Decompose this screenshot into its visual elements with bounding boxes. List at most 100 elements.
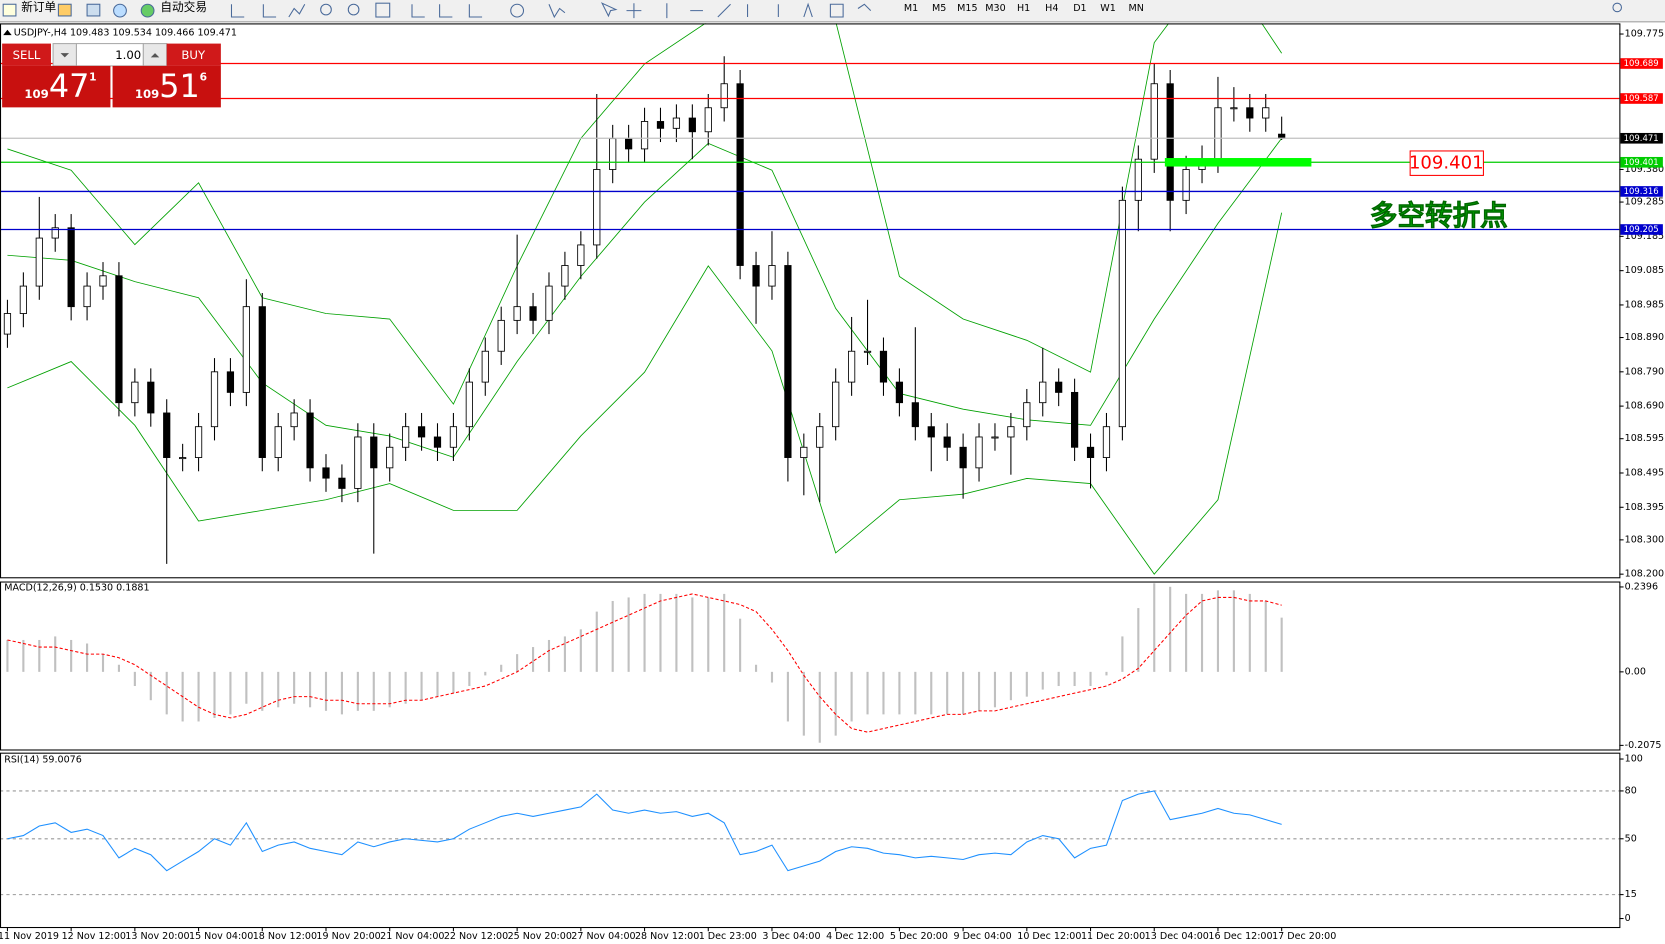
rsi-plot [0, 790, 1620, 896]
candle-body [927, 426, 935, 438]
timeframe-button[interactable]: H4 [1045, 3, 1058, 14]
timeframe-button[interactable]: M1 [904, 3, 918, 14]
icon[interactable] [57, 3, 72, 17]
timeframe-button[interactable]: M5 [932, 3, 946, 14]
candle-body [3, 313, 12, 335]
macd-bar [356, 671, 359, 711]
sell-price-box[interactable] [2, 65, 111, 108]
icon[interactable] [347, 3, 360, 16]
icon[interactable] [140, 3, 155, 18]
macd-bar [611, 600, 614, 672]
macd-bar [213, 671, 216, 718]
macd-bar [1200, 593, 1204, 672]
sell-button[interactable] [2, 43, 51, 66]
candle-body [752, 265, 760, 287]
macd-bar [101, 654, 105, 672]
buy-price-pips: 51 [159, 67, 200, 105]
icon[interactable] [510, 3, 525, 18]
macd-bar [627, 597, 630, 672]
sell-label[interactable]: SELL [13, 48, 41, 62]
icon[interactable] [320, 3, 332, 16]
macd-bar [404, 671, 407, 704]
collapse-arrow[interactable] [3, 29, 12, 36]
icon[interactable] [230, 3, 306, 18]
toolbar-button[interactable]: 新订单 [21, 0, 56, 14]
macd-bar [1057, 671, 1060, 687]
y-tick-label: -0.2075 [1625, 740, 1662, 751]
macd-bar [993, 671, 997, 708]
y-tick-label: 15 [1625, 889, 1637, 900]
main-plot [3, 23, 1286, 575]
volume[interactable]: 1.00 [115, 48, 141, 62]
sell-price-pips: 47 [49, 67, 90, 105]
macd-bar [866, 671, 869, 715]
y-tick-label: 100 [1625, 754, 1643, 765]
one-click-trading: SELL 1.00 BUY 109 47 1 109 51 6 [2, 43, 221, 108]
timeframes: M1 M5 M15 M30 H1 H4 D1 W1 MN [904, 3, 1144, 14]
y-tick-label: 109.285 [1625, 197, 1664, 208]
candle-body [290, 412, 298, 428]
candle-body [417, 426, 426, 438]
macd-bar [261, 671, 264, 711]
candle-body [338, 477, 346, 489]
icon[interactable] [600, 2, 872, 19]
candle-body [449, 426, 458, 448]
macd-bar [1009, 671, 1012, 701]
buy-price-box[interactable] [112, 65, 221, 108]
timeframe-button[interactable]: M15 [957, 3, 977, 14]
icon[interactable] [2, 3, 17, 17]
y-tick-label: 108.595 [1625, 433, 1664, 444]
candle-body [115, 275, 123, 404]
icon[interactable] [86, 3, 101, 17]
timeframe-button[interactable]: D1 [1073, 3, 1086, 14]
buy-price-big-figure: 109 [135, 87, 159, 101]
x-tick-label: 12 Nov 12:00 [62, 931, 126, 942]
timeframe-button[interactable]: H1 [1017, 3, 1030, 14]
macd-bar [1248, 593, 1251, 672]
macd-bar [86, 643, 89, 672]
icon[interactable] [113, 3, 127, 18]
icon[interactable] [411, 4, 566, 19]
candle-body [879, 350, 888, 383]
toolbar [0, 0, 1665, 22]
macd-bar [1185, 593, 1188, 672]
buy-button[interactable] [166, 43, 221, 66]
icon[interactable] [375, 2, 391, 18]
candle-body [800, 446, 808, 458]
candle-body [210, 371, 219, 428]
y-tick-label: 109.185 [1625, 231, 1664, 242]
timeframe-button[interactable]: M30 [985, 3, 1005, 14]
macd-bar [1153, 583, 1156, 672]
candle-body [1118, 199, 1127, 428]
candle-body [959, 446, 967, 469]
timeframe-button[interactable]: MN [1129, 3, 1144, 14]
main-frame [0, 23, 1621, 579]
buy-label[interactable]: BUY [181, 48, 206, 62]
candle-body [656, 121, 665, 129]
x-tick-label: 19 Nov 20:00 [316, 931, 380, 942]
macd-bar [1280, 617, 1283, 672]
x-tick-label: 18 Nov 12:00 [253, 931, 317, 942]
candle-body [863, 350, 872, 353]
toolbar-button[interactable]: 自动交易 [160, 0, 207, 14]
macd-bar [707, 597, 710, 672]
candle-body [370, 436, 378, 469]
macd-bar [946, 671, 949, 715]
candle-body [258, 306, 266, 458]
icon[interactable] [1612, 2, 1622, 13]
y-tick-label: 108.690 [1625, 401, 1664, 412]
macd-bar [1264, 600, 1267, 672]
candle-body [688, 117, 696, 133]
x-tick-label: 13 Dec 04:00 [1145, 931, 1209, 942]
x-tick-label: 4 Dec 12:00 [826, 931, 884, 942]
macd-bar [309, 671, 312, 708]
axes: 109.775 109.380 109.285 109.185 109.085 108.9… [0, 29, 1664, 943]
timeframe-button[interactable]: W1 [1100, 3, 1116, 14]
y-tick-label: 108.495 [1625, 467, 1664, 478]
candle-body [911, 402, 919, 428]
macd-bar [723, 593, 726, 672]
x-tick-label: 1 Dec 23:00 [699, 931, 757, 942]
macd-title: MACD(12,26,9) 0.1530 0.1881 [4, 582, 149, 593]
candle-body [545, 285, 553, 321]
y-tick-label: 108.985 [1625, 299, 1664, 310]
